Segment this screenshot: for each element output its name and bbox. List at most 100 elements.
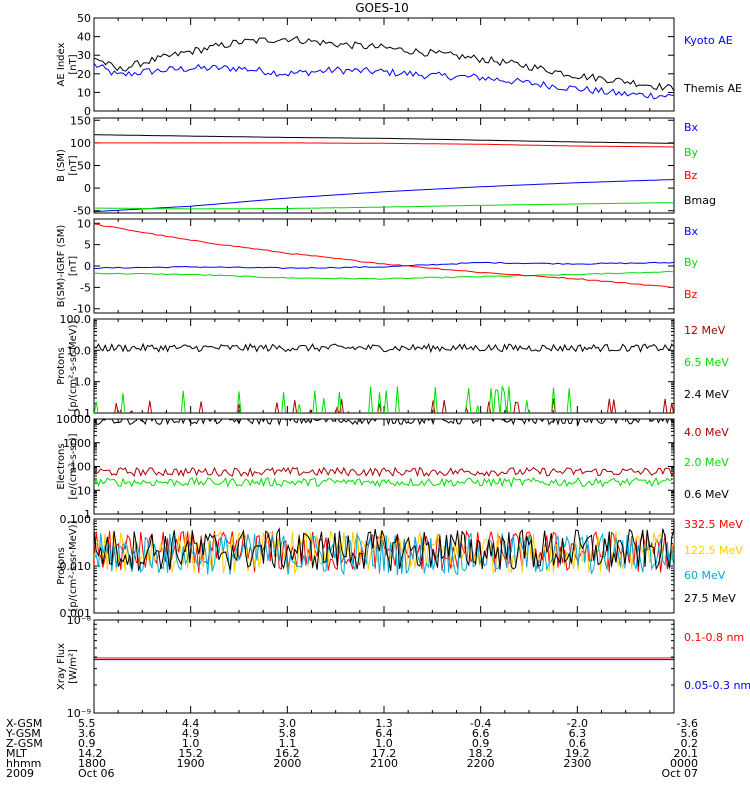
annotation-value: 2100 (370, 757, 398, 770)
y-tick-label: 0 (84, 260, 91, 273)
annotation-value: 3.6 (78, 727, 96, 740)
annotation-value: 20.1 (674, 747, 699, 760)
panel-3: -10 -5 0 5 10 B(SM)-IGRF (SM) [nT] Bx By Bz (56, 217, 699, 315)
legend-label: 0.6 MeV (684, 488, 729, 501)
annotation-value: 0.9 (472, 737, 490, 750)
series-group (94, 657, 674, 661)
panel-5: 1 10 100 1000 10000 Electrons [e/(cm²-s-sr)] 4.… (56, 413, 729, 521)
series-line (94, 223, 674, 289)
annotation-value: Oct 06 (78, 767, 115, 780)
annotation-row-label: Y-GSM (5, 727, 41, 740)
legend-label: 0.05-0.3 nm (684, 679, 750, 692)
series-group (94, 134, 674, 213)
y-axis-label: [p/(cm²-s-sr-MeV)] (68, 520, 79, 611)
annotation-value: 0000 (670, 757, 698, 770)
legend-label: 2.4 MeV (684, 388, 729, 401)
annotation-value: 1.0 (182, 737, 200, 750)
y-tick-label: 1.0 (74, 376, 92, 389)
legend-label: Themis AE (683, 82, 742, 95)
series-line (94, 202, 674, 210)
y-tick-label: 10 (77, 217, 91, 230)
y-tick-label: 10.0 (67, 344, 92, 357)
y-tick-label: 100.0 (60, 313, 92, 326)
y-axis-label: Electrons (56, 443, 67, 489)
annotation-value: 5.6 (681, 727, 699, 740)
panel-2: -50 0 50 100 150 B (SM) [nT] Bx By Bz Bmag (56, 114, 716, 217)
y-axis-label: [nT] (68, 54, 79, 74)
y-axis-label: B(SM)-IGRF (SM) (56, 225, 67, 308)
series-line (94, 270, 674, 280)
y-tick-label: 0.010 (60, 560, 92, 573)
annotation-value: 15.2 (178, 747, 203, 760)
annotation-value: 1.0 (375, 737, 393, 750)
annotation-row-label: Z-GSM (6, 737, 43, 750)
legend-label: Bx (684, 121, 699, 134)
x-axis-annotation: X-GSM 5.5 4.4 3.0 1.3 -0.4 -2.0 -3.6 Y-GSM 3.6 4.9… (5, 717, 698, 780)
annotation-value: 5.8 (279, 727, 297, 740)
panel-frame (93, 17, 675, 112)
panel-7: 10⁻⁹ 10⁻⁸ Xray Flux [W/m²] 0.1-0.8 nm 0.05-0.… (56, 614, 750, 720)
series-line (94, 142, 674, 148)
annotation-value: 0.6 (569, 737, 587, 750)
y-axis-label: [nT] (68, 155, 79, 175)
y-tick-label: -10 (73, 303, 91, 316)
annotation-value: 5.5 (78, 717, 96, 730)
panel-frame (93, 117, 675, 214)
legend-label: By (684, 256, 699, 269)
annotation-row-label: MLT (6, 747, 27, 760)
y-tick-label: 0.1 (74, 407, 92, 420)
y-axis-label: B (SM) (56, 149, 67, 182)
series-group (94, 223, 674, 289)
series-line (94, 466, 674, 478)
annotation-value: 1900 (177, 757, 205, 770)
y-tick-label: 50 (77, 12, 91, 25)
annotation-value: 6.6 (472, 727, 490, 740)
annotation-row-label: hhmm (6, 757, 41, 770)
y-tick-label: 0.100 (60, 513, 92, 526)
annotation-value: 16.2 (275, 747, 300, 760)
annotation-value: 18.2 (468, 747, 493, 760)
annotation-value: 1800 (78, 757, 106, 770)
y-axis-label: Protons (56, 547, 67, 584)
legend-label: 6.5 MeV (684, 356, 729, 369)
legend-label: Bz (684, 288, 698, 301)
legend-label: 4.0 MeV (684, 426, 729, 439)
panel-1: 0 10 20 30 40 50 AE Index [nT] Kyoto AE Themis AE (56, 12, 742, 118)
annotation-value: 4.9 (182, 727, 200, 740)
y-tick-label: 50 (77, 160, 91, 173)
series-line (94, 261, 674, 270)
annotation-value: 1.1 (279, 737, 297, 750)
legend-label: 332.5 MeV (684, 518, 743, 531)
annotation-value: Oct 07 (661, 767, 698, 780)
legend-label: Bz (684, 169, 698, 182)
y-tick-label: 0 (84, 105, 91, 118)
panel-frame (93, 418, 675, 515)
y-tick-label: 30 (77, 49, 91, 62)
series-line (94, 342, 674, 354)
annotation-value: 4.4 (182, 717, 200, 730)
panel-6: 0.001 0.010 0.100 Protons [p/(cm²-s-sr-MeV)]… (56, 513, 743, 620)
y-tick-label: 10000 (56, 413, 91, 426)
y-tick-label: 150 (70, 114, 91, 127)
series-group (94, 342, 674, 413)
series-line (94, 527, 674, 571)
series-group (94, 419, 674, 488)
y-tick-label: 1 (84, 508, 91, 521)
legend-label: 0.1-0.8 nm (684, 631, 744, 644)
y-tick-label: -5 (80, 281, 91, 294)
y-axis-label: [p/(cm²-s-sr-MeV)] (68, 320, 79, 411)
annotation-value: 6.3 (569, 727, 587, 740)
annotation-value: 6.4 (375, 727, 393, 740)
legend-label: 122.5 MeV (684, 544, 743, 557)
series-line (94, 419, 674, 426)
panel-frame (93, 318, 675, 414)
annotation-value: 19.2 (565, 747, 590, 760)
legend-label: By (684, 146, 699, 159)
y-tick-label: 0 (84, 182, 91, 195)
plot-title: GOES-10 (355, 1, 409, 15)
y-tick-label: 10⁻⁸ (67, 614, 92, 627)
y-axis-label: [e/(cm²-s-sr)] (68, 433, 79, 499)
annotation-value: -2.0 (567, 717, 588, 730)
annotation-value: 17.2 (372, 747, 397, 760)
